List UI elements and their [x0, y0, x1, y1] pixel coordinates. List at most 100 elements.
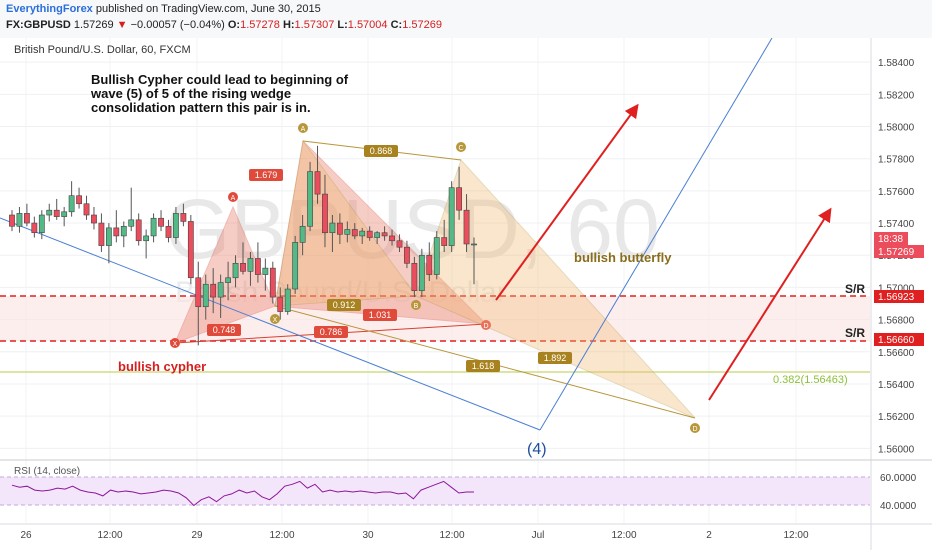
- candle[interactable]: [418, 248, 425, 298]
- time-axis[interactable]: 26 12:00 29 12:00 30 12:00 Jul 12:00 2 12:00: [20, 530, 809, 541]
- header-line-2: FX:GBPUSD 1.57269 ▼ −0.00057 (−0.04%) O:…: [6, 19, 442, 31]
- candle[interactable]: [180, 203, 187, 227]
- candle[interactable]: [24, 203, 30, 227]
- candle[interactable]: [389, 229, 395, 246]
- candle[interactable]: [262, 258, 269, 291]
- candle[interactable]: [336, 213, 343, 244]
- candle[interactable]: [374, 231, 381, 244]
- cypher-point-x[interactable]: [170, 338, 180, 348]
- candle-body: [426, 254, 433, 275]
- candle[interactable]: [284, 284, 291, 315]
- candle[interactable]: [381, 226, 388, 241]
- candle[interactable]: [351, 223, 358, 240]
- candle[interactable]: [150, 213, 157, 243]
- candle[interactable]: [135, 213, 142, 246]
- candle[interactable]: [232, 255, 239, 288]
- candle[interactable]: [322, 174, 328, 248]
- butterfly-point-a-label: A: [301, 126, 306, 133]
- candle[interactable]: [247, 252, 254, 286]
- candle[interactable]: [404, 240, 410, 269]
- candle[interactable]: [456, 166, 462, 220]
- candle[interactable]: [98, 213, 105, 253]
- candle-body: [180, 213, 187, 222]
- candle[interactable]: [359, 227, 366, 244]
- arrow-up-2-icon[interactable]: [708, 207, 832, 401]
- candle[interactable]: [396, 234, 403, 253]
- butterfly-point-b[interactable]: [411, 300, 421, 310]
- candle[interactable]: [463, 194, 470, 253]
- butterfly-point-x[interactable]: [270, 314, 280, 324]
- candle[interactable]: [143, 229, 150, 259]
- candle[interactable]: [83, 195, 90, 220]
- candle[interactable]: [46, 203, 53, 222]
- candle[interactable]: [471, 237, 477, 285]
- candle[interactable]: [441, 219, 448, 253]
- candle[interactable]: [411, 256, 418, 298]
- candle[interactable]: [195, 261, 202, 346]
- candle[interactable]: [240, 242, 246, 275]
- candle[interactable]: [9, 210, 15, 232]
- candle[interactable]: [277, 287, 284, 320]
- close-label: C:: [390, 19, 403, 31]
- candle[interactable]: [187, 215, 194, 285]
- candle[interactable]: [292, 235, 299, 294]
- last-price-value: 1.57269: [878, 247, 915, 258]
- candle[interactable]: [68, 181, 75, 217]
- cypher-point-d[interactable]: [481, 320, 491, 330]
- candle[interactable]: [16, 206, 23, 233]
- price-tick-label: 1.56800: [878, 316, 915, 327]
- candle[interactable]: [53, 198, 60, 220]
- butterfly-point-a[interactable]: [298, 123, 308, 133]
- candle[interactable]: [210, 268, 217, 314]
- candle[interactable]: [31, 216, 38, 238]
- candle-body: [284, 288, 291, 312]
- price-tick-label: 1.56400: [878, 380, 915, 391]
- candle[interactable]: [426, 242, 433, 281]
- wave-down-line[interactable]: [0, 217, 541, 431]
- candle-body: [307, 171, 313, 227]
- candle[interactable]: [344, 221, 351, 243]
- butterfly-point-c[interactable]: [456, 142, 466, 152]
- candle[interactable]: [165, 219, 172, 243]
- candle[interactable]: [113, 210, 120, 243]
- candle[interactable]: [307, 161, 313, 232]
- candle[interactable]: [120, 221, 127, 248]
- candle[interactable]: [433, 231, 440, 280]
- candle-body: [225, 277, 231, 283]
- symbol-label[interactable]: FX:GBPUSD: [6, 19, 71, 31]
- candle-body: [396, 240, 403, 248]
- low-value: 1.57004: [347, 19, 388, 31]
- candle[interactable]: [269, 261, 276, 304]
- candle[interactable]: [255, 242, 261, 283]
- price-axis[interactable]: 1.58400 1.58200 1.58000 1.57800 1.57600 1.574…: [878, 58, 915, 455]
- candle[interactable]: [366, 226, 373, 241]
- candle-body: [91, 214, 97, 224]
- candle[interactable]: [225, 261, 231, 301]
- candle-series[interactable]: [9, 145, 477, 346]
- candle[interactable]: [91, 206, 97, 230]
- butterfly-point-d[interactable]: [690, 423, 700, 433]
- candle[interactable]: [314, 145, 321, 204]
- price-chart[interactable]: GBPUSD, 60 British Pound/U.S. Dollar Bri…: [0, 38, 932, 550]
- arrow-up-1-icon[interactable]: [495, 103, 639, 301]
- candle[interactable]: [38, 210, 45, 240]
- cypher-point-a[interactable]: [228, 192, 238, 202]
- wave-up-line[interactable]: [539, 38, 773, 431]
- author-link[interactable]: EverythingForex: [6, 3, 93, 15]
- candle[interactable]: [448, 181, 455, 253]
- price-tick-label: 1.57600: [878, 187, 915, 198]
- candle-body: [31, 222, 38, 234]
- candle-body: [351, 229, 358, 237]
- candle[interactable]: [105, 223, 112, 264]
- candle[interactable]: [202, 274, 209, 320]
- candle[interactable]: [299, 215, 306, 256]
- candle[interactable]: [173, 206, 179, 244]
- candle[interactable]: [61, 206, 68, 227]
- candle[interactable]: [217, 274, 224, 318]
- candle[interactable]: [329, 215, 336, 253]
- rsi-line[interactable]: [11, 480, 474, 507]
- candle[interactable]: [76, 187, 82, 209]
- time-tick-label: 30: [362, 530, 374, 541]
- candle[interactable]: [128, 187, 135, 232]
- candle[interactable]: [158, 210, 164, 232]
